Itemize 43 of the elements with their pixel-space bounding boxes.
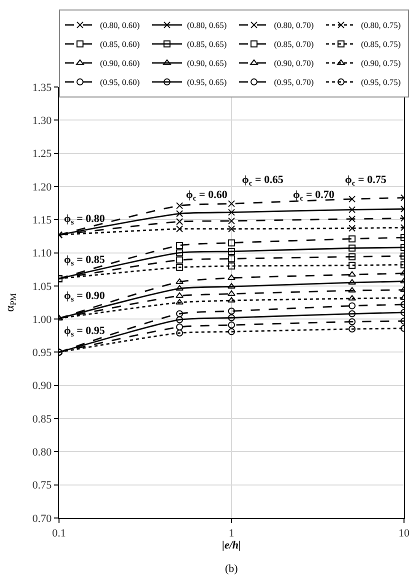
y-tick-label: 0.90	[32, 380, 52, 392]
x-axis-title: |e/h|	[222, 540, 241, 552]
annotation: ϕ$_{c}$ = 0.70	[293, 189, 335, 202]
annotation: ϕ$_{c}$ = 0.60	[186, 189, 228, 202]
legend-label: (0.80, 0.70)	[274, 20, 314, 30]
x-tick-label: 0.1	[52, 527, 66, 540]
y-tick-label: 1.10	[32, 248, 52, 260]
y-tick-label: 1.35	[32, 82, 52, 94]
y-tick-label: 1.25	[32, 148, 52, 160]
legend-label: (0.85, 0.60)	[100, 39, 140, 50]
y-tick-label: 0.70	[32, 512, 52, 525]
legend-label: (0.90, 0.60)	[100, 58, 140, 68]
legend-label: (0.95, 0.65)	[187, 77, 227, 88]
legend-label: (0.95, 0.70)	[274, 77, 314, 88]
legend-label: (0.85, 0.70)	[274, 39, 314, 50]
legend-label: (0.80, 0.60)	[100, 20, 140, 30]
annotation: ϕ$_{c}$ = 0.75	[345, 174, 387, 188]
annotation: ϕ$_{s}$ = 0.95	[64, 325, 106, 338]
y-tick-label: 0.75	[32, 480, 52, 492]
annotation: ϕ$_{s}$ = 0.90	[64, 290, 106, 304]
legend-label: (0.90, 0.65)	[187, 58, 227, 68]
y-tick-label: 1.00	[32, 314, 52, 326]
x-tick-label: 1	[228, 527, 234, 540]
legend-label: (0.80, 0.65)	[187, 20, 227, 30]
annotation: ϕ$_{s}$ = 0.85	[64, 254, 106, 268]
legend-label: (0.85, 0.75)	[361, 39, 401, 50]
legend-label: (0.80, 0.75)	[361, 20, 401, 30]
legend-label: (0.85, 0.65)	[187, 39, 227, 50]
legend-label: (0.95, 0.75)	[361, 77, 401, 88]
y-tick-label: 0.85	[32, 413, 52, 426]
y-tick-label: 1.20	[32, 181, 52, 194]
text: (b)	[225, 563, 238, 575]
legend-label: (0.95, 0.60)	[100, 77, 140, 88]
x-tick-label: 10	[398, 527, 410, 540]
y-tick-label: 0.80	[32, 446, 52, 459]
legend-label: (0.90, 0.70)	[274, 58, 314, 68]
annotation: ϕ$_{s}$ = 0.80	[64, 213, 106, 226]
y-tick-label: 1.30	[32, 115, 52, 127]
y-tick-label: 1.05	[32, 280, 52, 293]
y-tick-label: 1.15	[32, 214, 52, 226]
annotation: ϕ$_{c}$ = 0.65	[242, 174, 284, 188]
y-tick-label: 0.95	[32, 347, 52, 360]
legend-label: (0.90, 0.75)	[361, 58, 401, 68]
